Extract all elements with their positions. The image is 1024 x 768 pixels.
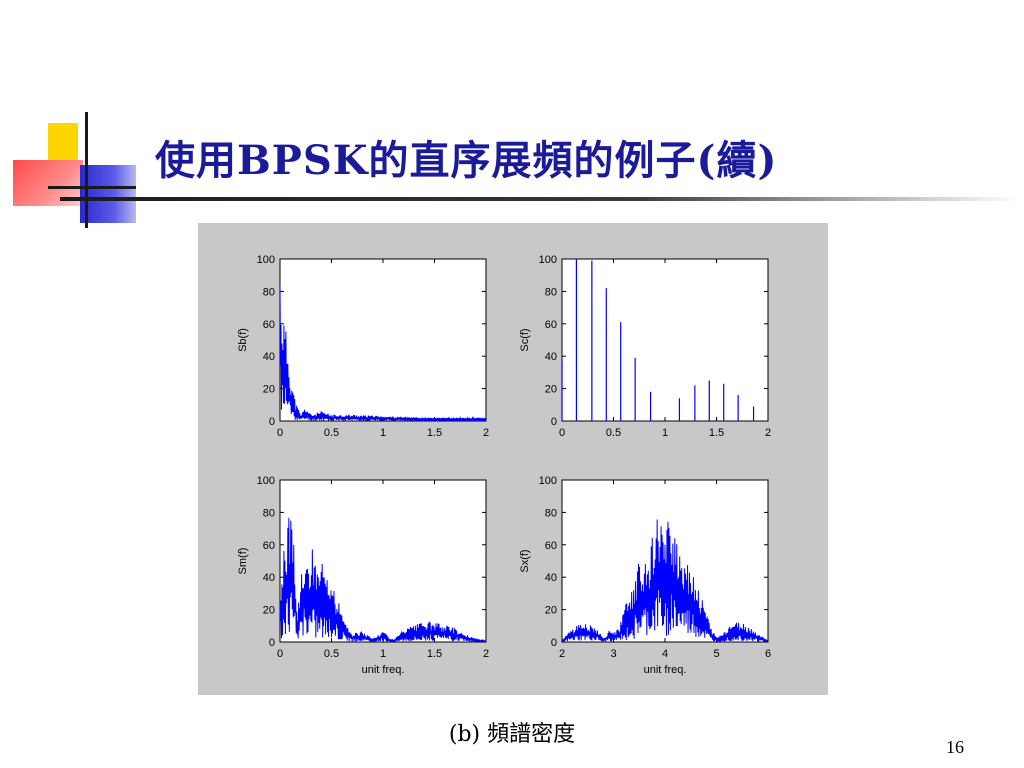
y-tick-label: 100 — [539, 475, 557, 487]
title-underline — [60, 197, 1020, 201]
x-tick-label: 1.5 — [427, 648, 442, 660]
deco-blue-square — [80, 165, 136, 223]
x-tick-label: 1 — [662, 427, 668, 439]
y-tick-label: 80 — [545, 286, 557, 298]
x-tick-label: 1 — [380, 648, 386, 660]
slide-title: 使用BPSK的直序展頻的例子(續) — [155, 137, 778, 184]
x-axis-label: unit freq. — [362, 664, 405, 676]
y-tick-label: 20 — [545, 605, 557, 617]
y-tick-label: 20 — [263, 384, 275, 396]
y-tick-label: 40 — [263, 351, 275, 363]
plot-area — [279, 258, 487, 422]
y-tick-label: 40 — [545, 351, 557, 363]
y-tick-label: 60 — [545, 540, 557, 552]
y-tick-label: 20 — [545, 384, 557, 396]
x-tick-label: 0 — [277, 648, 283, 660]
series-line — [280, 284, 486, 421]
y-tick-label: 40 — [545, 572, 557, 584]
y-tick-label: 100 — [257, 475, 275, 487]
y-tick-label: 60 — [263, 319, 275, 331]
x-tick-label: 6 — [765, 648, 771, 660]
series-line — [562, 519, 768, 642]
x-tick-label: 0 — [559, 427, 565, 439]
y-tick-label: 100 — [257, 254, 275, 266]
y-tick-label: 40 — [263, 572, 275, 584]
x-tick-label: 2 — [765, 427, 771, 439]
y-tick-label: 60 — [545, 319, 557, 331]
y-axis-label: Sm(f) — [237, 548, 249, 575]
y-tick-label: 80 — [545, 507, 557, 519]
x-tick-label: 2 — [559, 648, 565, 660]
x-axis-label: unit freq. — [644, 664, 687, 676]
y-tick-label: 0 — [551, 416, 557, 428]
y-tick-label: 0 — [269, 416, 275, 428]
x-tick-label: 1.5 — [709, 427, 724, 439]
y-tick-label: 0 — [269, 637, 275, 649]
x-tick-label: 4 — [662, 648, 668, 660]
x-tick-label: 0.5 — [606, 427, 621, 439]
x-tick-label: 2 — [483, 427, 489, 439]
y-tick-label: 0 — [551, 637, 557, 649]
x-tick-label: 2 — [483, 648, 489, 660]
x-tick-label: 3 — [610, 648, 616, 660]
y-tick-label: 80 — [263, 507, 275, 519]
series-line — [280, 517, 486, 642]
deco-yellow-square — [48, 123, 78, 165]
x-tick-label: 1 — [380, 427, 386, 439]
page-number: 16 — [946, 737, 964, 757]
y-tick-label: 80 — [263, 286, 275, 298]
y-axis-label: Sb(f) — [237, 328, 249, 352]
x-tick-label: 5 — [713, 648, 719, 660]
x-tick-label: 0.5 — [324, 648, 339, 660]
deco-horizontal-line — [48, 186, 136, 189]
figure-caption: (b) 頻譜密度 — [448, 722, 576, 747]
deco-vertical-line — [85, 112, 88, 228]
y-axis-label: Sc(f) — [519, 328, 531, 351]
x-tick-label: 1.5 — [427, 427, 442, 439]
x-tick-label: 0 — [277, 427, 283, 439]
y-tick-label: 20 — [263, 605, 275, 617]
y-tick-label: 100 — [539, 254, 557, 266]
y-tick-label: 60 — [263, 540, 275, 552]
y-axis-label: Sx(f) — [519, 549, 531, 572]
x-tick-label: 0.5 — [324, 427, 339, 439]
plot-area — [561, 258, 769, 422]
